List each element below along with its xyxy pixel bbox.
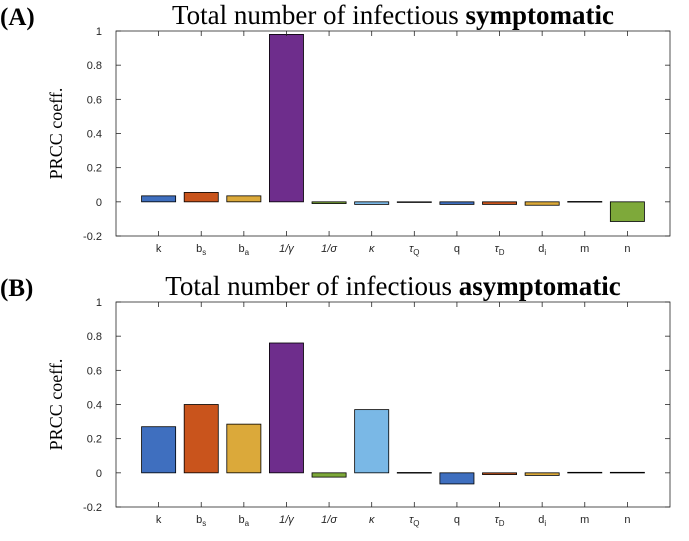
bar <box>311 472 347 478</box>
bar <box>183 404 219 474</box>
chart-panel-a: (A) Total number of infectious symptomati… <box>0 0 689 270</box>
bar <box>311 201 347 204</box>
x-tick-label: τQ <box>409 243 419 257</box>
y-tick-label: 0.6 <box>87 365 102 377</box>
y-tick-label: 0.6 <box>87 94 102 106</box>
bar <box>396 472 432 474</box>
x-tick-label: n <box>624 243 630 255</box>
x-tick-label: q <box>454 243 460 255</box>
bar <box>524 201 560 206</box>
panel-label: (B) <box>0 275 33 302</box>
y-tick-label: 0 <box>96 197 102 209</box>
x-tick-label: bs <box>196 514 206 528</box>
x-tick-label: κ <box>369 514 375 526</box>
x-tick-label: κ <box>369 243 375 255</box>
y-tick-label: 0.2 <box>87 434 102 446</box>
bar <box>482 472 517 475</box>
x-tick-label: ba <box>239 514 250 528</box>
y-tick-label: -0.2 <box>83 231 102 243</box>
chart-title: Total number of infectious symptomatic <box>172 0 614 30</box>
chart-panel-b: (B) Total number of infectious asymptomat… <box>0 271 689 541</box>
panel-label: (A) <box>0 4 35 31</box>
x-tick-label: 1/σ <box>321 514 337 526</box>
x-tick-label: m <box>580 514 589 526</box>
y-tick-label: 0.8 <box>87 331 102 343</box>
bar <box>482 201 517 205</box>
bar <box>609 471 645 474</box>
x-tick-label: k <box>156 243 162 255</box>
bar <box>609 201 645 222</box>
bar <box>183 192 219 203</box>
x-tick-label: q <box>454 514 460 526</box>
bar <box>226 195 262 203</box>
bar <box>354 201 390 205</box>
x-tick-label: k <box>156 514 162 526</box>
x-tick-label: τQ <box>409 514 419 528</box>
x-tick-label: 1/γ <box>279 243 295 255</box>
y-axis-label: PRCC coeff. <box>46 359 66 451</box>
bar <box>226 423 262 474</box>
bar <box>524 472 560 476</box>
y-tick-label: 0.2 <box>87 163 102 175</box>
bar <box>354 409 390 474</box>
y-tick-label: 0.8 <box>87 60 102 72</box>
y-tick-label: -0.2 <box>83 502 102 514</box>
chart-svg: (A) Total number of infectious symptomati… <box>0 0 671 257</box>
chart-title: Total number of infectious asymptomatic <box>165 271 621 301</box>
bar <box>567 201 603 203</box>
bar <box>269 34 304 203</box>
x-tick-label: 1/γ <box>279 514 295 526</box>
bar <box>141 195 177 203</box>
x-tick-label: n <box>624 514 630 526</box>
bar <box>396 201 432 203</box>
y-axis-label: PRCC coeff. <box>46 88 66 180</box>
bar <box>141 426 177 474</box>
axes-box <box>115 30 671 237</box>
y-tick-label: 0.4 <box>87 129 102 141</box>
x-tick-label: 1/σ <box>321 243 337 255</box>
y-tick-label: 0 <box>96 468 102 480</box>
x-tick-label: di <box>538 514 546 528</box>
y-tick-label: 1 <box>96 297 102 309</box>
y-tick-label: 1 <box>96 26 102 38</box>
bar <box>439 201 475 205</box>
chart-svg: (B) Total number of infectious asymptomat… <box>0 271 671 528</box>
x-tick-label: di <box>538 243 546 257</box>
x-tick-label: bs <box>196 243 206 257</box>
x-tick-label: τD <box>495 243 505 257</box>
bar <box>439 472 475 485</box>
x-tick-label: m <box>580 243 589 255</box>
bar <box>269 342 304 474</box>
bar <box>567 471 603 474</box>
x-tick-label: ba <box>239 243 250 257</box>
x-tick-label: τD <box>495 514 505 528</box>
y-tick-label: 0.4 <box>87 400 102 412</box>
